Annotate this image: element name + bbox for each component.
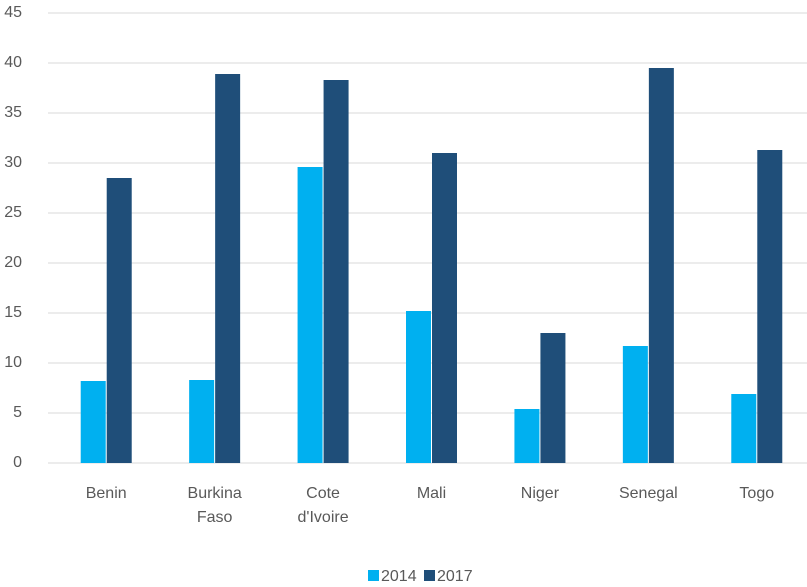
y-tick-label: 25 xyxy=(4,204,22,221)
legend-label: 2014 xyxy=(381,568,417,585)
bar xyxy=(80,381,106,463)
legend-swatch xyxy=(368,570,379,581)
x-tick-label: Senegal xyxy=(618,485,678,502)
x-tick-label: Mali xyxy=(416,485,447,502)
bar xyxy=(757,150,783,463)
y-tick-label: 20 xyxy=(4,254,22,271)
y-tick-label: 15 xyxy=(4,304,22,321)
bar xyxy=(432,153,457,463)
legend-label: 2017 xyxy=(437,568,473,585)
bar xyxy=(622,346,648,463)
legend-swatch xyxy=(424,570,435,581)
bar xyxy=(323,80,349,463)
bar xyxy=(514,409,540,463)
y-tick-label: 5 xyxy=(13,404,22,421)
bar xyxy=(648,68,674,463)
bar xyxy=(189,380,215,463)
bar xyxy=(731,394,757,463)
x-tick-label: Benin xyxy=(85,485,127,502)
y-tick-label: 40 xyxy=(4,54,22,71)
x-tick-label: Cote d'Ivoire xyxy=(297,485,349,526)
bar xyxy=(297,167,323,463)
bar xyxy=(540,333,566,463)
bar xyxy=(106,178,132,463)
y-tick-label: 0 xyxy=(13,454,22,471)
y-tick-label: 35 xyxy=(4,104,22,121)
x-tick-label: Burkina Faso xyxy=(187,485,242,526)
bar xyxy=(406,311,431,463)
y-tick-label: 45 xyxy=(4,4,22,21)
x-tick-label: Niger xyxy=(520,485,560,502)
bar xyxy=(215,74,241,463)
y-tick-label: 30 xyxy=(4,154,22,171)
y-tick-label: 10 xyxy=(4,354,22,371)
x-tick-label: Togo xyxy=(739,485,775,502)
